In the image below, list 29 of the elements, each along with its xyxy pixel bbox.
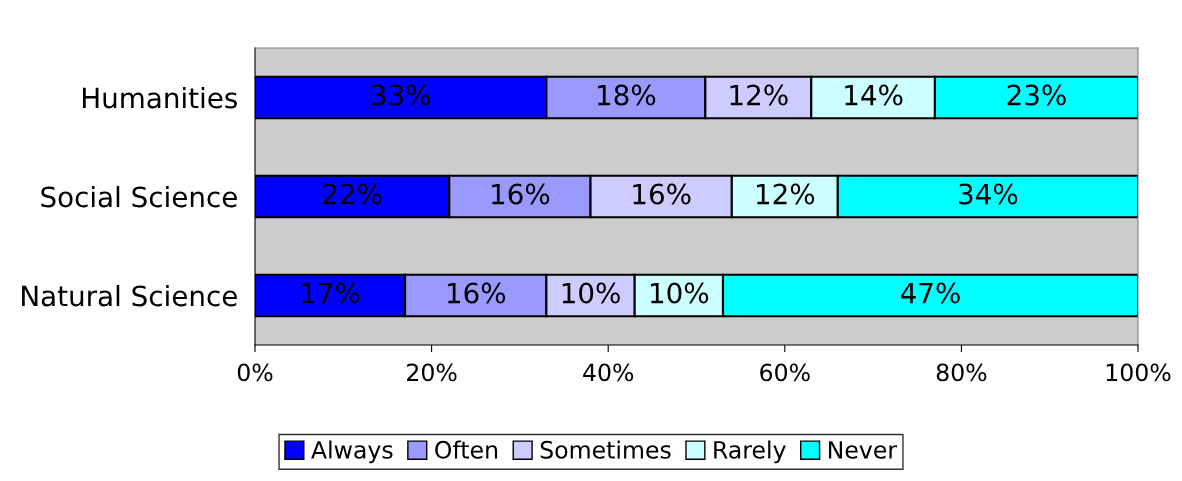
y-tick-label: Social Science xyxy=(41,185,237,208)
data-label: 33% xyxy=(371,84,431,106)
data-label: 34% xyxy=(959,183,1018,205)
data-label: 14% xyxy=(845,84,903,106)
data-label: 12% xyxy=(756,183,815,205)
x-tick-label: 40% xyxy=(583,363,634,382)
data-label: 10% xyxy=(562,282,620,304)
x-tick-label: 100% xyxy=(1106,363,1171,382)
legend-label: Never xyxy=(828,441,898,459)
x-tick-label: 0% xyxy=(237,363,273,382)
x-tick-label: 60% xyxy=(760,363,810,382)
y-tick-label: Humanities xyxy=(82,86,237,109)
data-label: 23% xyxy=(1007,84,1066,106)
data-label: 22% xyxy=(323,183,382,205)
legend-label: Rarely xyxy=(714,440,786,464)
legend-label: Always xyxy=(311,440,393,464)
data-label: 16% xyxy=(447,282,506,304)
y-tick-label: Natural Science xyxy=(22,284,237,307)
data-label: 12% xyxy=(730,84,788,106)
data-label: 18% xyxy=(598,84,656,106)
data-label: 16% xyxy=(492,183,550,205)
x-tick-label: 20% xyxy=(407,363,457,382)
data-label: 16% xyxy=(633,183,691,205)
data-label: 47% xyxy=(900,282,960,304)
legend-label: Sometimes xyxy=(540,440,671,459)
data-label: 10% xyxy=(651,282,709,304)
legend-label: Often xyxy=(435,440,498,459)
data-label: 17% xyxy=(302,282,360,304)
x-tick-label: 80% xyxy=(936,363,987,382)
